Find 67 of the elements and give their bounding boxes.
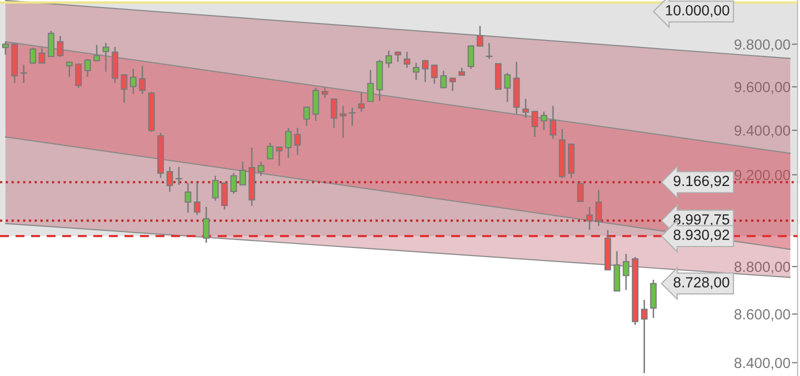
candlestick <box>586 206 593 230</box>
candlestick <box>56 35 64 58</box>
candlestick <box>531 110 538 138</box>
ref-line-label: 10.000,00 <box>666 5 730 18</box>
candlestick <box>48 30 54 58</box>
ref-line-label: 9.166,92 <box>674 176 730 188</box>
candlestick <box>93 44 100 62</box>
candlestick <box>194 182 200 216</box>
candlestick <box>431 64 438 84</box>
candlestick <box>303 106 310 126</box>
candlestick <box>102 42 110 72</box>
candlestick <box>75 63 82 89</box>
candlestick <box>130 68 137 95</box>
candlestick <box>449 77 456 92</box>
y-tick-label: 9.600,00 <box>734 82 790 94</box>
candlestick <box>595 189 602 227</box>
candlestick <box>2 41 9 56</box>
candlestick <box>640 299 648 374</box>
candlestick <box>30 47 36 64</box>
candlestick <box>412 62 420 81</box>
ref-line-label: 8.997,75 <box>674 214 730 226</box>
candlestick <box>394 51 402 62</box>
candlestick <box>522 98 529 119</box>
candlestick <box>120 74 128 104</box>
candlestick <box>184 182 192 214</box>
candlestick <box>166 166 174 193</box>
candlestick <box>504 72 511 103</box>
candlestick <box>322 87 328 99</box>
ref-line-label: 8.930,92 <box>674 230 730 242</box>
candlestick <box>348 107 356 126</box>
candlestick <box>622 253 630 291</box>
candlestick <box>212 175 219 202</box>
candlestick <box>367 69 374 102</box>
y-tick-label: 8.600,00 <box>734 309 790 322</box>
candlestick <box>440 70 447 89</box>
candlestick <box>202 206 210 244</box>
y-tick-label: 9.400,00 <box>734 125 790 138</box>
candlestick <box>550 105 556 140</box>
candlestick <box>330 98 338 129</box>
candlestick <box>176 166 182 186</box>
y-tick-label: 8.400,00 <box>734 358 790 370</box>
candlestick <box>276 146 283 166</box>
candlestick <box>230 172 237 194</box>
candlestick <box>468 44 474 70</box>
candlestick <box>139 65 146 95</box>
candlestick <box>84 58 91 78</box>
candlestick <box>285 127 292 158</box>
annotation: 8.728,00 <box>674 277 730 290</box>
candlestick <box>358 92 365 112</box>
candlestick <box>38 47 46 64</box>
candlestick <box>476 25 484 48</box>
candlestick <box>294 127 301 156</box>
y-tick-label: 8.800,00 <box>734 262 790 274</box>
candlestick <box>486 42 492 60</box>
candlestick <box>312 87 320 122</box>
candlestick <box>422 59 429 83</box>
candlestick <box>577 182 584 203</box>
candlestick <box>221 182 228 210</box>
candlestick <box>66 61 73 78</box>
candlestick <box>385 50 392 68</box>
candlestick <box>340 105 346 138</box>
candlestick <box>404 51 410 68</box>
candlestick <box>239 161 246 186</box>
candlestick <box>266 142 274 160</box>
y-tick-label: 9.800,00 <box>734 39 790 52</box>
candlestick <box>258 161 264 177</box>
candlestick <box>540 111 548 131</box>
